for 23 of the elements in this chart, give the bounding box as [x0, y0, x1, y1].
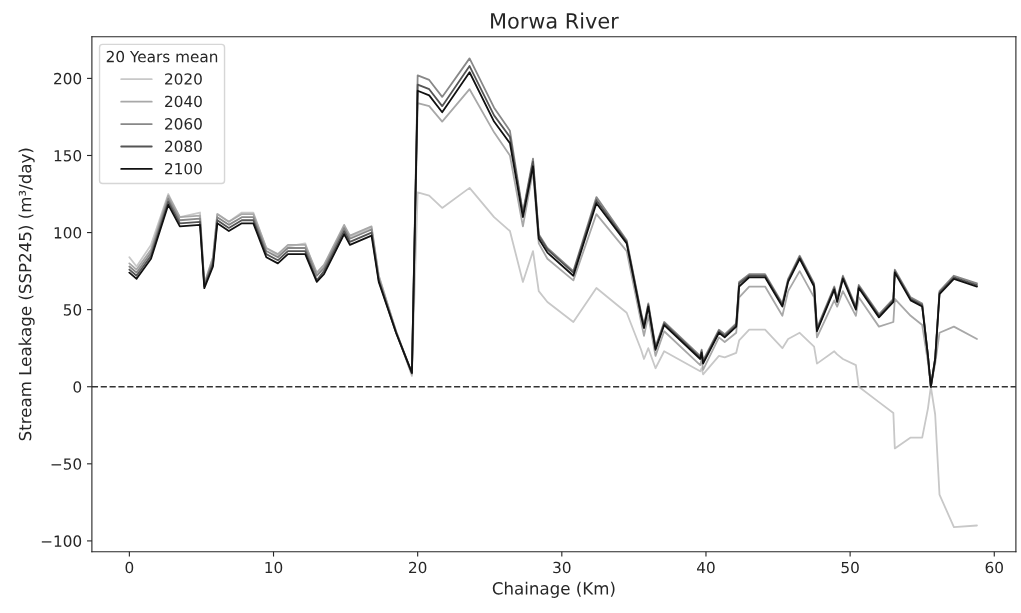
x-tick-label: 60 — [985, 561, 1003, 574]
legend-label: 2080 — [165, 140, 202, 153]
y-tick-label: 50 — [63, 304, 82, 316]
x-tick-label: 30 — [553, 561, 571, 574]
x-tick-label: 10 — [265, 561, 283, 574]
y-tick-label: 100 — [54, 227, 82, 239]
x-tick-label: 50 — [841, 561, 859, 574]
x-axis-title: Chainage (Km) — [492, 581, 615, 598]
x-tick-label: 0 — [125, 561, 134, 574]
chart-title: Morwa River — [491, 12, 619, 29]
legend-title: 20 Years mean — [106, 50, 218, 63]
x-tick-label: 20 — [409, 561, 427, 574]
y-tick-label: −50 — [51, 458, 82, 470]
y-tick-label: 200 — [54, 72, 82, 85]
legend-label: 2040 — [165, 95, 202, 108]
x-tick-label: 40 — [697, 561, 715, 574]
legend-label: 2020 — [165, 73, 202, 85]
y-tick-label: 0 — [73, 381, 82, 393]
y-tick-label: 150 — [54, 149, 82, 162]
legend-label: 2060 — [165, 118, 202, 130]
y-tick-label: −100 — [41, 535, 82, 547]
legend-label: 2100 — [165, 162, 202, 175]
y-axis-title: Stream Leakage (SSP245) (m³/day) — [18, 148, 35, 441]
